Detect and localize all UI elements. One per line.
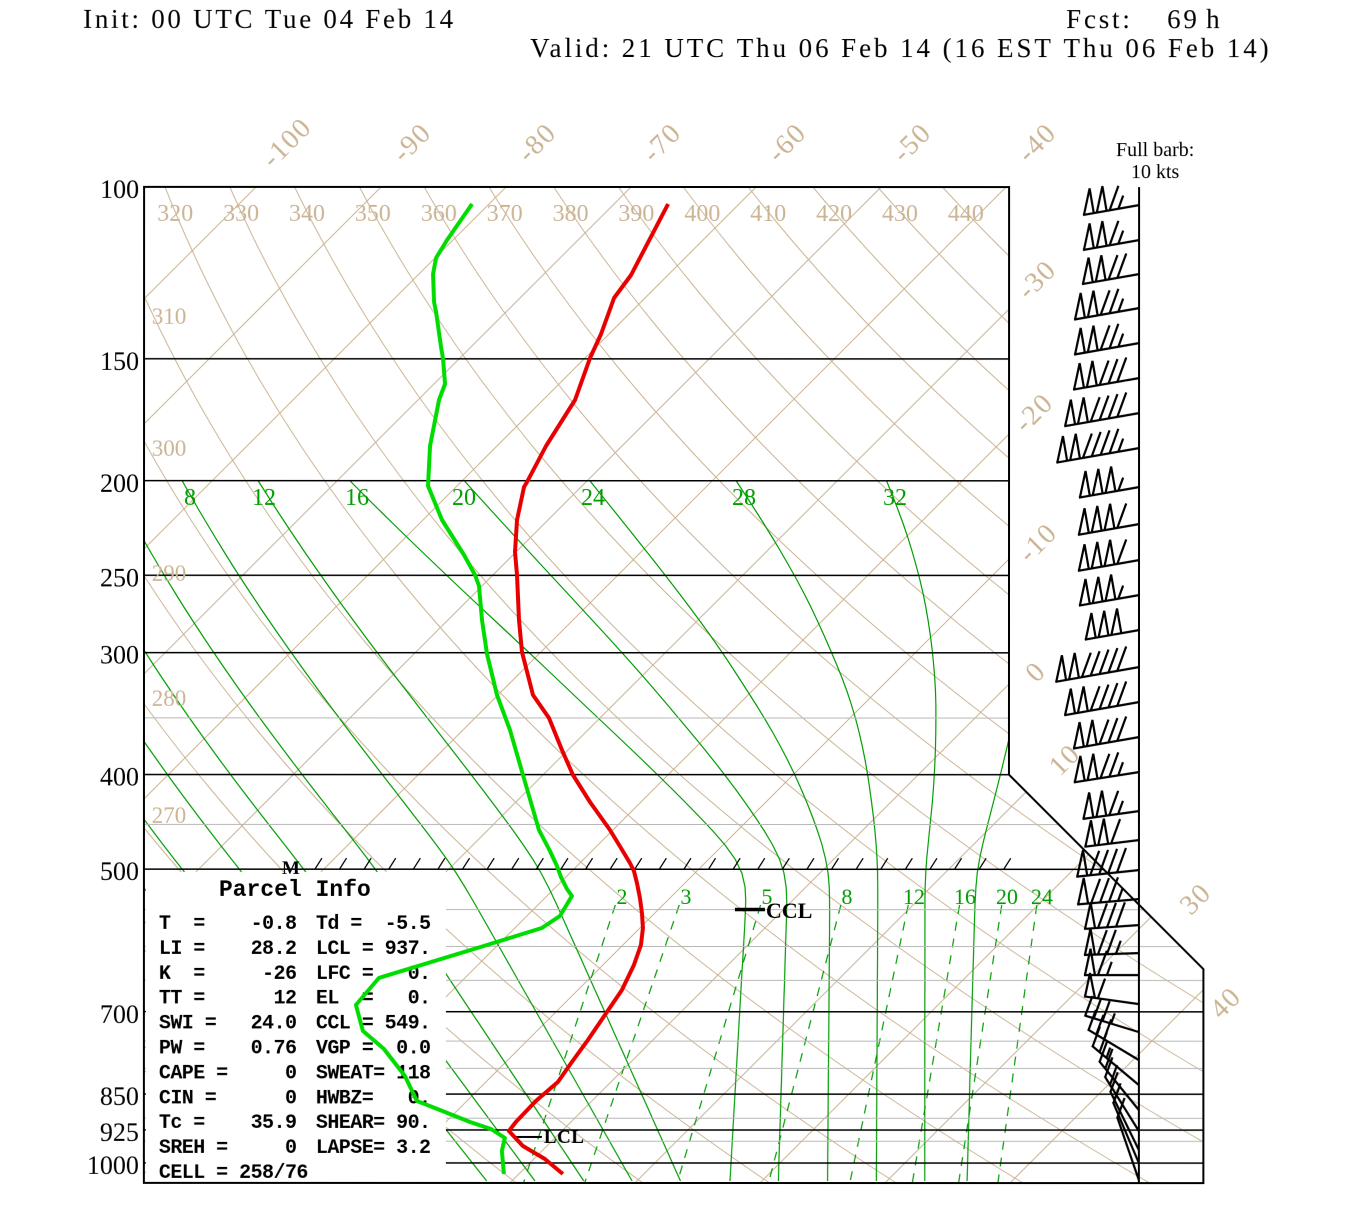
- svg-text:Parcel Info: Parcel Info: [219, 877, 371, 903]
- svg-text:16: 16: [345, 485, 369, 511]
- svg-text:LCL = 937.: LCL = 937.: [316, 938, 431, 961]
- svg-text:340: 340: [289, 201, 325, 227]
- svg-text:400: 400: [684, 201, 720, 227]
- svg-text:24: 24: [1031, 884, 1053, 909]
- svg-text:8: 8: [841, 884, 852, 909]
- svg-text:10 kts: 10 kts: [1131, 161, 1180, 183]
- svg-text:20: 20: [996, 884, 1018, 909]
- svg-text:410: 410: [750, 201, 786, 227]
- svg-text:320: 320: [157, 201, 193, 227]
- svg-text:Init: 00 UTC Tue 04 Feb 14: Init: 00 UTC Tue 04 Feb 14: [83, 4, 456, 34]
- svg-text:370: 370: [487, 201, 523, 227]
- svg-text:420: 420: [816, 201, 852, 227]
- svg-text:500: 500: [100, 857, 139, 886]
- svg-text:390: 390: [618, 201, 654, 227]
- svg-text:380: 380: [553, 201, 589, 227]
- svg-text:360: 360: [421, 201, 457, 227]
- svg-text:12: 12: [903, 884, 925, 909]
- svg-text:300: 300: [152, 436, 187, 461]
- svg-text:270: 270: [152, 803, 187, 828]
- svg-text:850: 850: [100, 1082, 139, 1111]
- svg-text:20: 20: [452, 485, 476, 511]
- svg-text:CIN = 0: CIN = 0: [159, 1087, 297, 1110]
- svg-text:h: h: [1206, 4, 1220, 34]
- svg-text:LAPSE= 3.2: LAPSE= 3.2: [316, 1137, 431, 1160]
- svg-text:LI = 28.2: LI = 28.2: [159, 938, 297, 961]
- svg-text:CCL: CCL: [766, 898, 812, 923]
- svg-text:700: 700: [100, 1000, 139, 1029]
- svg-text:440: 440: [948, 201, 984, 227]
- svg-text:TT = 12: TT = 12: [159, 988, 297, 1011]
- svg-text:290: 290: [152, 561, 187, 586]
- svg-text:12: 12: [252, 485, 276, 511]
- svg-text:3: 3: [680, 884, 691, 909]
- svg-text:330: 330: [223, 201, 259, 227]
- svg-text:SWEAT= 118: SWEAT= 118: [316, 1062, 431, 1085]
- svg-text:200: 200: [100, 469, 139, 498]
- svg-text:Full barb:: Full barb:: [1116, 139, 1194, 161]
- svg-text:24: 24: [581, 485, 605, 511]
- svg-text:28: 28: [732, 485, 756, 511]
- svg-text:LCL: LCL: [544, 1127, 585, 1148]
- svg-text:SWI = 24.0: SWI = 24.0: [159, 1012, 297, 1035]
- svg-text:CCL = 549.: CCL = 549.: [316, 1013, 431, 1036]
- svg-text:SREH = 0: SREH = 0: [159, 1137, 297, 1160]
- svg-text:PW = 0.76: PW = 0.76: [159, 1037, 297, 1060]
- svg-text:350: 350: [355, 201, 391, 227]
- svg-text:CELL = 258/76: CELL = 258/76: [159, 1162, 308, 1185]
- svg-text:M: M: [282, 858, 300, 879]
- svg-text:2: 2: [616, 884, 627, 909]
- svg-text:310: 310: [152, 304, 187, 329]
- svg-text:Tc = 35.9: Tc = 35.9: [159, 1112, 297, 1135]
- svg-text:300: 300: [100, 641, 139, 670]
- svg-text:280: 280: [152, 686, 187, 711]
- svg-text:Valid: 21 UTC Thu 06 Feb 14 (1: Valid: 21 UTC Thu 06 Feb 14 (16 EST Thu …: [530, 33, 1271, 63]
- svg-text:400: 400: [100, 762, 139, 791]
- svg-text:T = -0.8: T = -0.8: [159, 913, 297, 936]
- svg-text:250: 250: [100, 563, 139, 592]
- svg-text:CAPE = 0: CAPE = 0: [159, 1062, 297, 1085]
- svg-text:1000: 1000: [87, 1151, 139, 1180]
- svg-text:16: 16: [954, 884, 976, 909]
- svg-text:Fcst:: Fcst:: [1066, 4, 1133, 34]
- svg-text:150: 150: [100, 347, 139, 376]
- svg-text:8: 8: [184, 485, 196, 511]
- svg-text:EL = 0.: EL = 0.: [316, 988, 431, 1011]
- svg-text:32: 32: [883, 485, 907, 511]
- svg-text:Td = -5.5: Td = -5.5: [316, 913, 431, 936]
- svg-text:100: 100: [100, 175, 139, 204]
- svg-text:69: 69: [1167, 4, 1200, 34]
- svg-text:430: 430: [882, 201, 918, 227]
- svg-text:SHEAR= 90.: SHEAR= 90.: [316, 1112, 431, 1135]
- svg-text:925: 925: [100, 1118, 139, 1147]
- svg-text:K = -26: K = -26: [159, 963, 297, 986]
